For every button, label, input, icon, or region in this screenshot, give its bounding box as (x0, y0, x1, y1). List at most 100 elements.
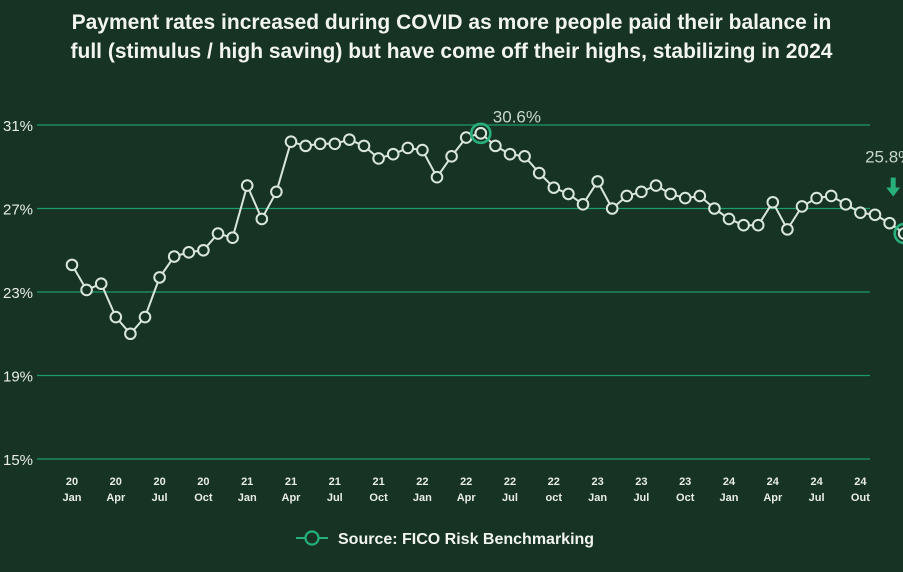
x-tick-year: 22 (548, 476, 560, 488)
x-tick-year: 22 (460, 476, 472, 488)
y-tick-label: 27% (3, 202, 33, 219)
data-point (518, 150, 531, 163)
y-tick-label: 15% (3, 452, 33, 469)
x-tick-month: Jul (809, 492, 825, 504)
data-point (781, 223, 794, 236)
data-point (839, 198, 853, 211)
x-tick-year: 21 (329, 476, 341, 488)
data-point (401, 141, 415, 155)
data-point (751, 218, 765, 232)
x-tick-month: Out (851, 492, 870, 504)
data-point (693, 189, 707, 203)
x-tick-year: 20 (110, 476, 122, 488)
x-tick-year: 23 (679, 476, 691, 488)
data-point (94, 277, 108, 290)
annotation-label: 25.8% (865, 148, 903, 167)
x-tick-month: Jan (720, 492, 739, 504)
data-point (649, 179, 663, 192)
data-point (591, 175, 604, 188)
series-payment-rate (65, 127, 903, 341)
data-point (635, 185, 648, 199)
chart-title-line-2: full (stimulus / high saving) but have c… (70, 40, 833, 63)
data-point (430, 170, 444, 184)
data-point (255, 212, 269, 226)
x-tick-month: Jul (633, 492, 649, 504)
x-tick-month: Jul (152, 492, 168, 504)
data-point (313, 137, 327, 151)
data-point (182, 246, 196, 259)
data-point (240, 179, 254, 192)
data-point (328, 137, 342, 151)
data-point (167, 250, 181, 263)
x-tick-year: 23 (591, 476, 603, 488)
data-point (766, 195, 780, 209)
data-point (357, 139, 371, 153)
data-point (372, 152, 385, 165)
x-tick-month: Apr (282, 492, 302, 504)
x-tick-month: Jan (63, 492, 82, 504)
x-axis-ticks: 20 Jan 20 Apr 20 Jul 20 Oct 21 Jan 21 Apr 21 Jul 21 Oct… (63, 476, 871, 504)
annotations: 30.6% 25.8% (469, 107, 903, 245)
data-point (284, 135, 298, 148)
data-point (459, 131, 473, 144)
legend-marker-icon (304, 530, 320, 546)
highlight-ring (469, 122, 492, 145)
data-point (386, 147, 400, 161)
y-tick-label: 23% (3, 285, 33, 302)
data-point (445, 150, 458, 163)
arrow-down-icon (890, 177, 896, 189)
data-point (65, 258, 79, 272)
y-tick-label: 31% (3, 118, 33, 135)
x-tick-year: 24 (854, 476, 867, 488)
y-axis-ticks: 31% 27% 23% 19% 15% (3, 118, 33, 469)
data-point (562, 187, 575, 201)
x-tick-month: Jul (327, 492, 343, 504)
x-tick-year: 22 (416, 476, 428, 488)
data-point (576, 198, 590, 211)
highlight-point (897, 227, 903, 240)
data-point (226, 231, 239, 245)
x-tick-month: Jul (502, 492, 518, 504)
x-tick-month: Apr (457, 492, 477, 504)
highlight-ring (893, 222, 903, 245)
arrow-head-icon (886, 187, 901, 197)
legend: Source: FICO Risk Benchmarking (296, 530, 594, 548)
data-point (270, 185, 283, 199)
legend-label: Source: FICO Risk Benchmarking (338, 531, 594, 548)
data-point (795, 200, 809, 213)
x-tick-year: 20 (153, 476, 165, 488)
data-point (532, 166, 546, 180)
series-line (71, 132, 903, 335)
data-point (343, 133, 356, 146)
x-tick-month: oct (546, 492, 563, 504)
data-point (153, 271, 166, 284)
chart-title: Payment rates increased during COVID as … (0, 8, 903, 66)
data-point (883, 216, 896, 230)
x-tick-month: Oct (676, 492, 695, 504)
x-tick-year: 20 (197, 476, 209, 488)
x-tick-month: Apr (106, 492, 126, 504)
data-point (664, 187, 677, 201)
data-point (109, 310, 123, 324)
data-point (197, 243, 210, 257)
x-tick-year: 22 (504, 476, 516, 488)
data-point (211, 227, 225, 240)
data-point (80, 283, 93, 297)
data-point (810, 191, 823, 205)
x-tick-year: 21 (372, 476, 384, 488)
x-tick-year: 24 (767, 476, 780, 488)
data-point (503, 147, 517, 161)
data-point (547, 181, 561, 194)
data-point (737, 218, 750, 232)
x-tick-year: 24 (723, 476, 736, 488)
data-point (489, 139, 502, 153)
data-point (868, 208, 882, 222)
x-tick-month: Jan (588, 492, 607, 504)
data-point (124, 327, 137, 341)
data-point (138, 310, 152, 324)
x-tick-year: 21 (241, 476, 253, 488)
chart-title-line-1: Payment rates increased during COVID as … (71, 11, 832, 34)
annotation-label: 30.6% (493, 107, 541, 126)
gridlines (37, 124, 870, 460)
